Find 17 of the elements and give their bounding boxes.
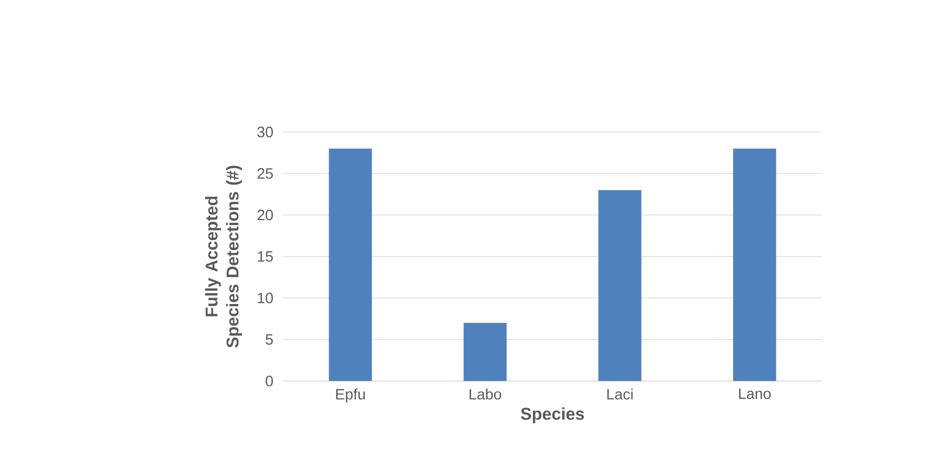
bar [733,148,776,381]
y-tick-label: 10 [258,292,273,304]
y-axis-title: Fully Accepted Species Detections (#) [205,166,242,348]
y-tick-label: 25 [258,168,273,179]
x-tick-label: Epfu [336,388,365,402]
y-tick-label: 0 [266,376,273,386]
x-axis-title: Species [520,407,584,424]
x-tick-label: Laci [607,388,633,400]
bar [328,148,372,381]
y-tick-label: 15 [258,251,273,262]
x-tick-label: Labo [470,388,502,400]
y-tick-label: 30 [257,126,273,138]
y-tick-label: 5 [266,334,273,345]
bar [464,322,507,381]
x-tick-label: Lano [739,388,771,399]
bar [598,190,642,381]
y-tick-label: 20 [258,210,273,220]
